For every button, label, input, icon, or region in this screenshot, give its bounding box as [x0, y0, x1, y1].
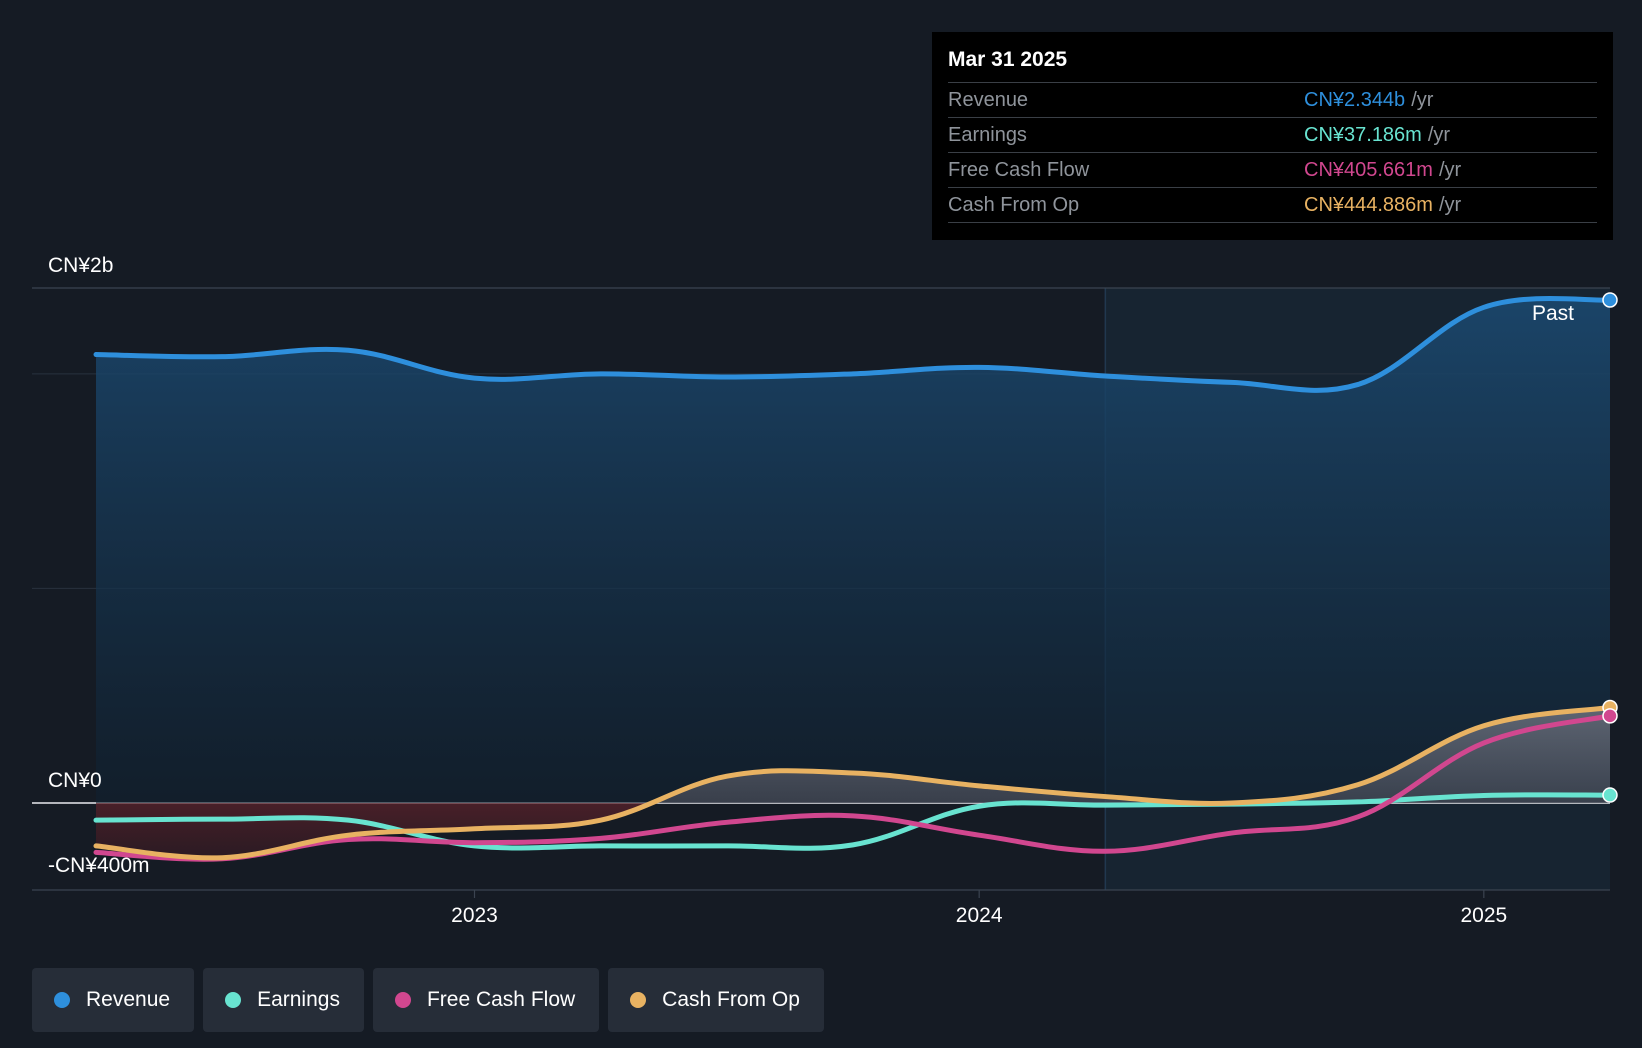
legend-dot-icon — [630, 992, 647, 1008]
legend-item-revenue[interactable]: Revenue — [32, 968, 195, 1032]
tooltip-value: CN¥2.344b — [1304, 89, 1406, 111]
positive-area — [96, 707, 1610, 803]
series-line-free-cash-flow — [93, 713, 1613, 862]
legend-dot-icon — [225, 992, 242, 1008]
tooltip-unit: /yr — [1427, 124, 1451, 146]
y-tick-label: -CN¥400m — [48, 854, 150, 877]
legend-item-free-cash-flow[interactable]: Free Cash Flow — [372, 968, 600, 1032]
series-line-revenue — [93, 295, 1613, 393]
series-areas — [96, 298, 1610, 858]
endpoint-revenue — [1602, 292, 1618, 308]
past-label: Past — [1532, 302, 1574, 325]
legend-label: Earnings — [257, 988, 340, 1011]
tooltip-label: Revenue — [948, 89, 1029, 111]
y-tick-label: CN¥0 — [48, 769, 102, 792]
axis-labels: CN¥2b CN¥0 -CN¥400m 2023 2024 2025 Past — [48, 254, 1574, 927]
tooltip-row-cash-from-op: Cash From Op CN¥444.886m /yr — [948, 188, 1597, 223]
series-line-earnings — [93, 792, 1613, 851]
legend-dot-icon — [54, 992, 70, 1008]
tooltip-unit: /yr — [1438, 194, 1462, 216]
legend: Revenue Earnings Free Cash Flow Cash Fro… — [32, 968, 824, 1032]
x-tick-label: 2023 — [451, 904, 498, 927]
tooltip-unit: /yr — [1411, 89, 1434, 111]
tooltip-label: Cash From Op — [948, 194, 1080, 216]
tooltip-date: Mar 31 2025 — [948, 46, 1597, 83]
legend-label: Revenue — [86, 988, 171, 1011]
endpoint-free-cash-flow — [1602, 708, 1618, 724]
tooltip-label: Free Cash Flow — [948, 159, 1090, 181]
legend-label: Free Cash Flow — [426, 988, 576, 1011]
endpoint-earnings — [1602, 787, 1618, 803]
tooltip-value: CN¥405.661m — [1304, 159, 1433, 181]
tooltip-unit: /yr — [1438, 159, 1462, 181]
x-tick-label: 2024 — [956, 904, 1003, 927]
revenue-area — [96, 298, 1610, 803]
legend-item-cash-from-op[interactable]: Cash From Op — [608, 968, 824, 1032]
tooltip-value: CN¥444.886m — [1304, 194, 1433, 216]
series-line-cash-from-op — [93, 705, 1613, 861]
series-lines — [93, 295, 1613, 862]
tooltip-row-earnings: Earnings CN¥37.186m /yr — [948, 118, 1597, 153]
series-endpoints — [1602, 292, 1618, 803]
tooltip-label: Earnings — [948, 124, 1027, 146]
tooltip-row-free-cash-flow: Free Cash Flow CN¥405.661m /yr — [948, 153, 1597, 188]
legend-dot-icon — [394, 992, 411, 1008]
negative-area — [96, 803, 1610, 858]
legend-item-earnings[interactable]: Earnings — [203, 968, 364, 1032]
x-tick-label: 2025 — [1460, 904, 1507, 927]
y-tick-label: CN¥2b — [48, 254, 113, 277]
tooltip-row-revenue: Revenue CN¥2.344b /yr — [948, 83, 1597, 118]
tooltip-value: CN¥37.186m — [1304, 124, 1422, 146]
tooltip: Mar 31 2025 Revenue CN¥2.344b /yr Earnin… — [932, 32, 1613, 240]
legend-label: Cash From Op — [662, 988, 800, 1011]
